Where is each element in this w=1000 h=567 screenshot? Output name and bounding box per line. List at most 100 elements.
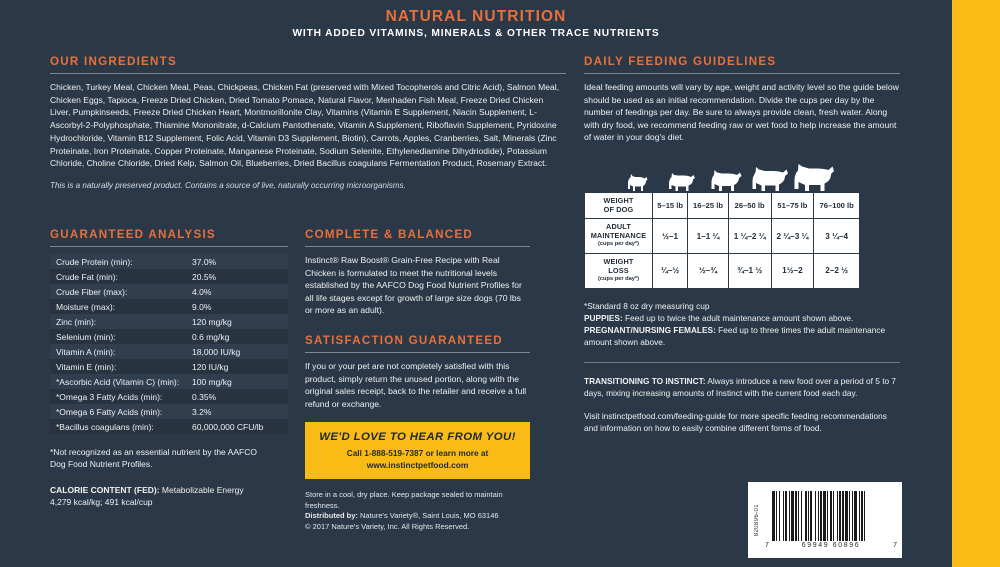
nutrient-name: Moisture (max): [56, 301, 116, 312]
page-subtitle: WITH ADDED VITAMINS, MINERALS & OTHER TR… [292, 28, 660, 39]
row-label-line1: WEIGHT [603, 256, 634, 266]
feeding-guidelines-section: DAILY FEEDING GUIDELINES Ideal feeding a… [584, 55, 900, 434]
barcode-digit-right: 7 [893, 542, 897, 549]
note-puppies-label: PUPPIES: [584, 312, 623, 323]
nutrient-value: 100 mg/kg [192, 376, 232, 387]
nutrient-value: 9.0% [192, 301, 212, 312]
page-header: NATURAL NUTRITION WITH ADDED VITAMINS, M… [0, 8, 952, 39]
nutrient-value: 20.5% [192, 271, 217, 282]
complete-balanced-title: COMPLETE & BALANCED [305, 228, 474, 241]
note-puppies: PUPPIES: Feed up to twice the adult main… [584, 312, 900, 324]
note-transition-label: TRANSITIONING TO INSTINCT: [584, 375, 706, 386]
divider [584, 361, 900, 363]
weight-of-dog-corner-label: WEIGHT OF DOG [584, 191, 653, 220]
table-row: *Ascorbic Acid (Vitamin C) (min): 100 mg… [50, 374, 288, 389]
row-label-weight-loss: WEIGHT LOSS (cups per day*) [584, 252, 653, 289]
table-row: *Omega 3 Fatty Acids (min): 0.35% [50, 389, 288, 404]
nutrient-value: 4.0% [192, 286, 212, 297]
nutrient-value: 0.6 mg/kg [192, 331, 230, 342]
contact-box-phone: Call 1-888-519-7387 or learn more at [346, 448, 489, 459]
right-edge-stripe [952, 0, 1000, 567]
page-title: NATURAL NUTRITION [385, 8, 567, 25]
table-row: Crude Fiber (max): 4.0% [50, 284, 288, 299]
feeding-amount-cell: ½–¾ [687, 252, 729, 289]
dog-xlarge-icon [793, 163, 837, 192]
table-row: Vitamin E (min): 120 IU/kg [50, 359, 288, 374]
feeding-amount-cell: 2–2 ½ [813, 252, 860, 289]
dog-large-icon [749, 166, 793, 192]
contact-box-url[interactable]: www.instinctpetfood.com [366, 460, 469, 471]
feeding-chart: WEIGHT OF DOG 5–15 lb 16–25 lb 26–50 lb … [584, 158, 900, 289]
legal-distributed-label: Distributed by: [305, 511, 358, 521]
feeding-amount-cell: ¼–½ [651, 252, 689, 289]
transition-block: TRANSITIONING TO INSTINCT: Always introd… [584, 375, 900, 434]
note-pregnant-rest: Feed up to three times the adult mainten… [584, 324, 886, 347]
calorie-value: 4,279 kcal/kg; 491 kcal/cup [50, 497, 153, 507]
note-pregnant: PREGNANT/NURSING FEMALES: Feed up to thr… [584, 324, 900, 348]
calorie-label: CALORIE CONTENT (FED): [50, 485, 160, 495]
weight-column-header: 26–50 lb [727, 191, 772, 220]
table-row: *Bacillus coagulans (min): 60,000,000 CF… [50, 419, 288, 434]
feeding-amount-cell: 1–1 ¼ [687, 218, 729, 254]
table-row: Crude Protein (min): 37.0% [50, 254, 288, 269]
calorie-heading-line: CALORIE CONTENT (FED): Metabolizable Ene… [50, 484, 288, 496]
barcode-digits-mid: 69949 60896 [801, 542, 861, 549]
nutrient-name: Vitamin A (min): [56, 346, 116, 357]
table-row: *Omega 6 Fatty Acids (min): 3.2% [50, 404, 288, 419]
table-row: Crude Fat (min): 20.5% [50, 269, 288, 284]
weight-column-header: 51–75 lb [770, 191, 815, 220]
nutrient-name: Selenium (min): [56, 331, 116, 342]
feeding-amount-cell: ¾–1 ½ [727, 252, 772, 289]
nutrient-name: Zinc (min): [56, 316, 97, 327]
note-pregnant-label: PREGNANT/NURSING FEMALES: [584, 324, 716, 335]
feeding-amount-cell: ½–1 [651, 218, 689, 254]
barcode: 820896-01 7 69949 60896 7 [748, 482, 902, 558]
row-label-adult-maintenance: ADULT MAINTENANCE (cups per day*) [584, 218, 653, 254]
barcode-digit-left: 7 [765, 542, 769, 549]
divider [305, 246, 530, 247]
nutrient-name: *Ascorbic Acid (Vitamin C) (min): [56, 376, 180, 387]
contact-callout-box[interactable]: WE'D LOVE TO HEAR FROM YOU! Call 1-888-5… [305, 422, 530, 480]
divider [305, 351, 530, 353]
nutrient-value: 60,000,000 CFU/lb [192, 421, 264, 432]
satisfaction-title: SATISFACTION GUARANTEED [305, 333, 503, 347]
nutrient-value: 3.2% [192, 406, 212, 417]
row-label-line2: MAINTENANCE [590, 230, 647, 240]
nutrient-name: *Omega 3 Fatty Acids (min): [56, 391, 163, 402]
table-row-weight-loss: WEIGHT LOSS (cups per day*) ¼–½ ½–¾ ¾–1 … [584, 252, 860, 289]
divider [50, 73, 566, 74]
divider [584, 73, 900, 74]
feeding-amount-cell: 1 ¼–2 ¼ [727, 218, 772, 254]
note-visit: Visit instinctpetfood.com/feeding-guide … [584, 410, 887, 433]
barcode-bars [772, 491, 890, 541]
ingredients-section: OUR INGREDIENTS Chicken, Turkey Meal, Ch… [50, 55, 566, 192]
divider [50, 246, 288, 247]
feeding-amount-cell: 2 ¼–3 ¼ [770, 218, 815, 254]
complete-balanced-section: COMPLETE & BALANCED Instinct® Raw Boost®… [305, 228, 530, 532]
table-row: Selenium (min): 0.6 mg/kg [50, 329, 288, 344]
note-puppies-rest: Feed up to twice the adult maintenance a… [622, 312, 854, 323]
dog-xsmall-icon [617, 173, 661, 192]
spacer [305, 317, 530, 334]
dog-small-icon [661, 172, 705, 192]
feeding-amount-cell: 3 ¼–4 [813, 218, 860, 254]
nutrient-value: 120 mg/kg [192, 316, 232, 327]
nutrient-name: Crude Fiber (max): [56, 286, 128, 297]
note-standard-cup: *Standard 8 oz dry measuring cup [584, 300, 710, 311]
ga-footnote-line1: *Not recognized as an essential nutrient… [50, 447, 257, 457]
dog-medium-icon [705, 169, 749, 192]
calorie-content: CALORIE CONTENT (FED): Metabolizable Ene… [50, 484, 288, 508]
weight-column-header: 5–15 lb [651, 191, 689, 220]
row-label-line1: ADULT [606, 222, 631, 232]
legal-distributed: Distributed by: Nature's Variety®, Saint… [305, 511, 530, 522]
calorie-label-rest: Metabolizable Energy [159, 485, 244, 495]
nutrient-value: 120 IU/kg [192, 361, 229, 372]
table-row-adult-maintenance: ADULT MAINTENANCE (cups per day*) ½–1 1–… [584, 218, 860, 254]
nutrient-name: Crude Protein (min): [56, 256, 133, 267]
row-label-sub: (cups per day*) [597, 276, 640, 283]
nutrient-name: Crude Fat (min): [56, 271, 118, 282]
ingredients-note: This is a naturally preserved product. C… [50, 180, 406, 190]
feeding-intro: Ideal feeding amounts will vary by age, … [584, 82, 899, 143]
corner-line2: OF DOG [603, 204, 634, 214]
